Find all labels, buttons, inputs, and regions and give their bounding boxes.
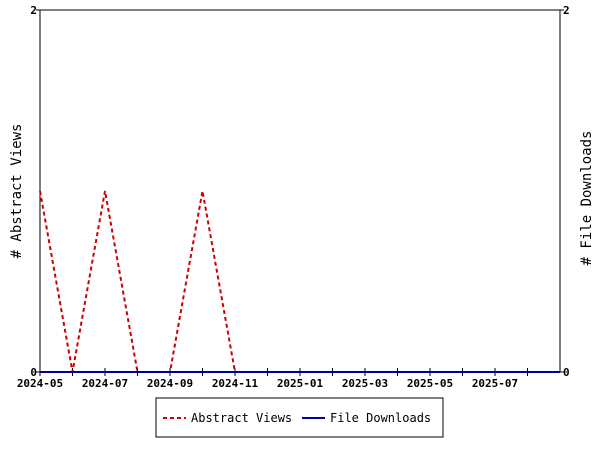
x-tick-label-2025-01: 2025-01: [277, 377, 324, 390]
x-tick-label-2024-05: 2024-05: [17, 377, 63, 390]
x-tick-label-2025-07: 2025-07: [472, 377, 518, 390]
y-tick-label-right-2: 2: [563, 4, 570, 17]
x-tick-label-2024-11: 2024-11: [212, 377, 259, 390]
series-layer: [39, 190, 560, 373]
x-tick-label-2024-07: 2024-07: [82, 377, 128, 390]
y-tick-label-left-2: 2: [30, 4, 37, 17]
plot-area: [39, 9, 561, 373]
legend-label-abstract-views: Abstract Views: [191, 411, 292, 425]
legend-label-file-downloads: File Downloads: [330, 411, 431, 425]
x-tick-label-2025-03: 2025-03: [342, 377, 388, 390]
y-axis-title-right: # File Downloads: [579, 131, 595, 266]
legend-box: [155, 397, 444, 438]
y-axis-title-left: # Abstract Views: [9, 124, 25, 259]
x-tick-label-2025-05: 2025-05: [407, 377, 453, 390]
legend: Abstract Views File Downloads: [155, 397, 444, 438]
y-tick-label-right-0: 0: [563, 366, 570, 379]
y-tick-label-left-0: 0: [30, 366, 37, 379]
y-axes: 0 2 0 2: [30, 4, 569, 379]
x-axis: 2024-05 2024-07 2024-09 2024-11 2025-01 2025-…: [17, 368, 528, 390]
x-tick-label-2024-09: 2024-09: [147, 377, 193, 390]
